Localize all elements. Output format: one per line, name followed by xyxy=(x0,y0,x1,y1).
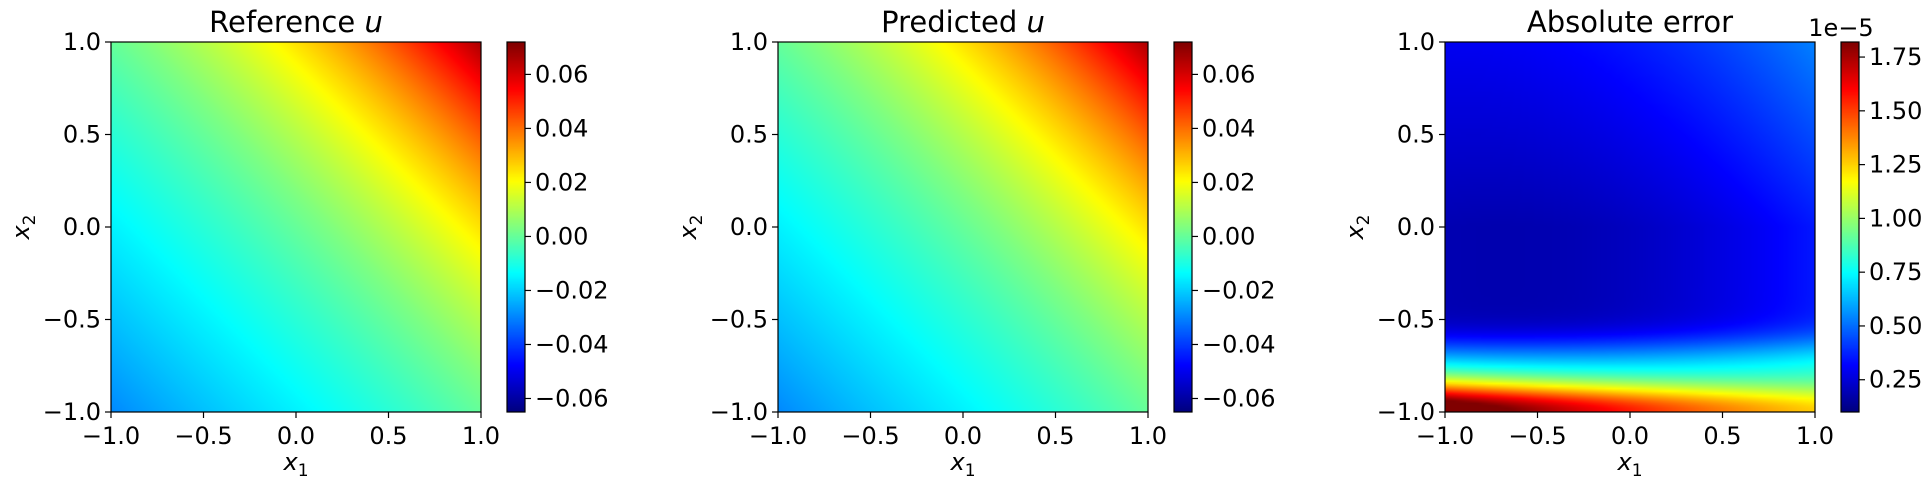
reference-x-axis: −1.0 −0.5 0.0 0.5 1.0 xyxy=(82,412,500,450)
colorbar-tick-label: 1.25 xyxy=(1869,151,1922,179)
x-tick-label: 0.0 xyxy=(277,422,315,450)
x-tick-label: −1.0 xyxy=(82,422,140,450)
y-tick-label: 0.0 xyxy=(1397,213,1435,241)
y-tick-label: 0.0 xyxy=(63,213,101,241)
error-x-axis-label: x1 xyxy=(1616,448,1642,481)
x-tick-label: 0.5 xyxy=(369,422,407,450)
x-tick-label: −0.5 xyxy=(174,422,232,450)
y-tick-label: 1.0 xyxy=(63,28,101,56)
colorbar-tick-label: −0.02 xyxy=(535,276,609,304)
x-tick-label: −1.0 xyxy=(1416,422,1474,450)
reference-colorbar-frame xyxy=(506,41,526,413)
colorbar-tick-label: 0.00 xyxy=(535,222,588,250)
colorbar-tick-label: 0.02 xyxy=(535,168,588,196)
y-tick-label: −0.5 xyxy=(1377,306,1435,334)
colorbar-tick-label: −0.04 xyxy=(1202,330,1276,358)
colorbar-tick-label: 0.00 xyxy=(1202,222,1255,250)
x-tick-label: 0.0 xyxy=(944,422,982,450)
reference-colorbar xyxy=(507,42,525,412)
reference-y-axis: −1.0 −0.5 0.0 0.5 1.0 xyxy=(43,28,111,426)
x-tick-label: 0.5 xyxy=(1036,422,1074,450)
y-tick-label: 0.0 xyxy=(730,213,768,241)
colorbar-tick-label: 0.02 xyxy=(1202,168,1255,196)
predicted-colorbar-axis: −0.06 −0.04 −0.02 0.00 0.02 0.04 0.06 xyxy=(1192,60,1276,412)
colorbar-tick-label: 0.06 xyxy=(535,60,588,88)
x-tick-label: −0.5 xyxy=(1508,422,1566,450)
colorbar-tick-label: 0.50 xyxy=(1869,312,1922,340)
reference-heatmap xyxy=(111,42,481,412)
colorbar-tick-label: −0.04 xyxy=(535,330,609,358)
error-colorbar-offset: 1e−5 xyxy=(1808,14,1873,42)
reference-x-axis-label: x1 xyxy=(282,448,308,481)
y-tick-label: 1.0 xyxy=(730,28,768,56)
x-tick-label: 1.0 xyxy=(1129,422,1167,450)
error-colorbar-frame xyxy=(1840,41,1860,413)
colorbar-tick-label: 0.25 xyxy=(1869,366,1922,394)
reference-title: Reference u xyxy=(209,5,383,39)
x-tick-label: −1.0 xyxy=(749,422,807,450)
error-x-axis: −1.0 −0.5 0.0 0.5 1.0 xyxy=(1416,412,1834,450)
predicted-title: Predicted u xyxy=(881,5,1045,39)
colorbar-tick-label: 1.50 xyxy=(1869,97,1922,125)
error-panel: Absolute error −1.0 −0.5 0.0 0.5 1.0 −1.0 −0.… xyxy=(1341,5,1922,481)
colorbar-tick-label: −0.06 xyxy=(1202,384,1276,412)
predicted-x-axis-label: x1 xyxy=(949,448,975,481)
y-tick-label: −1.0 xyxy=(1377,398,1435,426)
reference-panel: Reference u −1.0 −0.5 0.0 0.5 1.0 −1.0 −0.5 0.… xyxy=(7,5,609,481)
predicted-panel: Predicted u −1.0 −0.5 0.0 0.5 1.0 −1.0 −0.5 0.… xyxy=(674,5,1276,481)
colorbar-tick-label: 0.04 xyxy=(535,114,588,142)
x-tick-label: 1.0 xyxy=(1796,422,1834,450)
y-tick-label: −1.0 xyxy=(710,398,768,426)
y-tick-label: 0.5 xyxy=(63,121,101,149)
reference-y-axis-label: x2 xyxy=(7,214,40,240)
error-y-axis-label: x2 xyxy=(1341,214,1374,240)
y-tick-label: −0.5 xyxy=(710,306,768,334)
predicted-y-axis: −1.0 −0.5 0.0 0.5 1.0 xyxy=(710,28,778,426)
colorbar-tick-label: −0.02 xyxy=(1202,276,1276,304)
error-y-axis: −1.0 −0.5 0.0 0.5 1.0 xyxy=(1377,28,1445,426)
predicted-colorbar-frame xyxy=(1173,41,1193,413)
colorbar-tick-label: 0.06 xyxy=(1202,60,1255,88)
colorbar-tick-label: −0.06 xyxy=(535,384,609,412)
x-tick-label: 0.0 xyxy=(1611,422,1649,450)
colorbar-tick-label: 1.00 xyxy=(1869,204,1922,232)
error-colorbar xyxy=(1841,42,1859,412)
y-tick-label: −1.0 xyxy=(43,398,101,426)
x-tick-label: −0.5 xyxy=(841,422,899,450)
x-tick-label: 1.0 xyxy=(462,422,500,450)
y-tick-label: −0.5 xyxy=(43,306,101,334)
colorbar-tick-label: 1.75 xyxy=(1869,43,1922,71)
predicted-x-axis: −1.0 −0.5 0.0 0.5 1.0 xyxy=(749,412,1167,450)
predicted-colorbar xyxy=(1174,42,1192,412)
y-tick-label: 0.5 xyxy=(1397,121,1435,149)
colorbar-tick-label: 0.04 xyxy=(1202,114,1255,142)
x-tick-label: 0.5 xyxy=(1703,422,1741,450)
error-heatmap xyxy=(1445,42,1815,412)
error-colorbar-axis: 0.25 0.50 0.75 1.00 1.25 1.50 1.75 xyxy=(1859,43,1922,394)
y-tick-label: 1.0 xyxy=(1397,28,1435,56)
predicted-y-axis-label: x2 xyxy=(674,214,707,240)
error-title: Absolute error xyxy=(1527,5,1733,39)
colorbar-tick-label: 0.75 xyxy=(1869,258,1922,286)
predicted-heatmap xyxy=(778,42,1148,412)
reference-colorbar-axis: −0.06 −0.04 −0.02 0.00 0.02 0.04 0.06 xyxy=(525,60,609,412)
y-tick-label: 0.5 xyxy=(730,121,768,149)
